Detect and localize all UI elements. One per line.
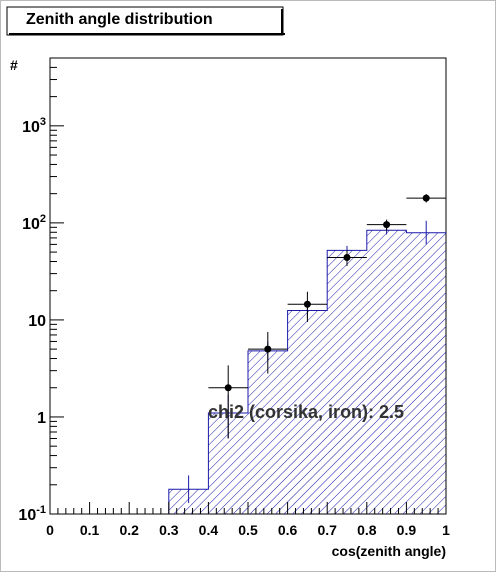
histogram-bin-3 xyxy=(287,310,328,514)
histogram-outline xyxy=(168,229,446,514)
x-tick-label: 0.7 xyxy=(317,522,337,538)
x-tick-label: 0 xyxy=(46,522,54,538)
x-tick-label: 0.2 xyxy=(119,522,139,538)
histogram-bin-6 xyxy=(406,232,446,515)
title-box: Zenith angle distribution xyxy=(6,6,285,36)
data-point-5 xyxy=(422,194,430,202)
y-tick-label: 103 xyxy=(22,116,46,136)
data-point-3 xyxy=(343,253,351,261)
x-axis-label: cos(zenith angle) xyxy=(332,543,446,559)
y-axis-label: # xyxy=(10,57,18,73)
y-tick-label: 1 xyxy=(37,410,46,427)
x-tick-label: 0.1 xyxy=(80,522,100,538)
data-point-group-2 xyxy=(287,291,328,323)
data-point-group-3 xyxy=(327,250,367,266)
histogram xyxy=(168,229,446,515)
x-tick-label: 0.6 xyxy=(278,522,298,538)
y-tick-label: 10-1 xyxy=(18,504,46,524)
x-tick-label: 0.8 xyxy=(357,522,377,538)
x-axis: 0 0.1 0.2 0.3 0.4 0.5 0.6 0.7 0.8 0.9 1 xyxy=(46,502,450,538)
chart-title: Zenith angle distribution xyxy=(26,11,213,28)
x-tick-label: 0.3 xyxy=(159,522,179,538)
data-point-group-0 xyxy=(208,365,248,439)
x-tick-label: 0.9 xyxy=(397,522,417,538)
data-point-group-1 xyxy=(248,332,288,374)
y-axis: 10-1 1 10 102 103 xyxy=(18,57,64,524)
data-point-0 xyxy=(224,384,232,392)
x-tick-label: 0.5 xyxy=(238,522,258,538)
data-point-group-5 xyxy=(406,194,446,203)
histogram-bin-2 xyxy=(248,350,288,514)
chi2-annotation: chi2 (corsika, iron): 2.5 xyxy=(208,402,404,422)
x-tick-label: 1 xyxy=(442,522,450,538)
histogram-bin-5 xyxy=(366,230,407,514)
histogram-bin-4 xyxy=(327,250,367,514)
y-tick-label: 10 xyxy=(28,313,46,330)
y-tick-label: 102 xyxy=(22,213,46,233)
data-points xyxy=(208,194,446,439)
data-point-1 xyxy=(264,345,272,353)
data-point-group-4 xyxy=(366,219,407,231)
data-point-2 xyxy=(303,300,311,308)
x-tick-label: 0.4 xyxy=(199,522,219,538)
data-point-4 xyxy=(383,221,391,229)
